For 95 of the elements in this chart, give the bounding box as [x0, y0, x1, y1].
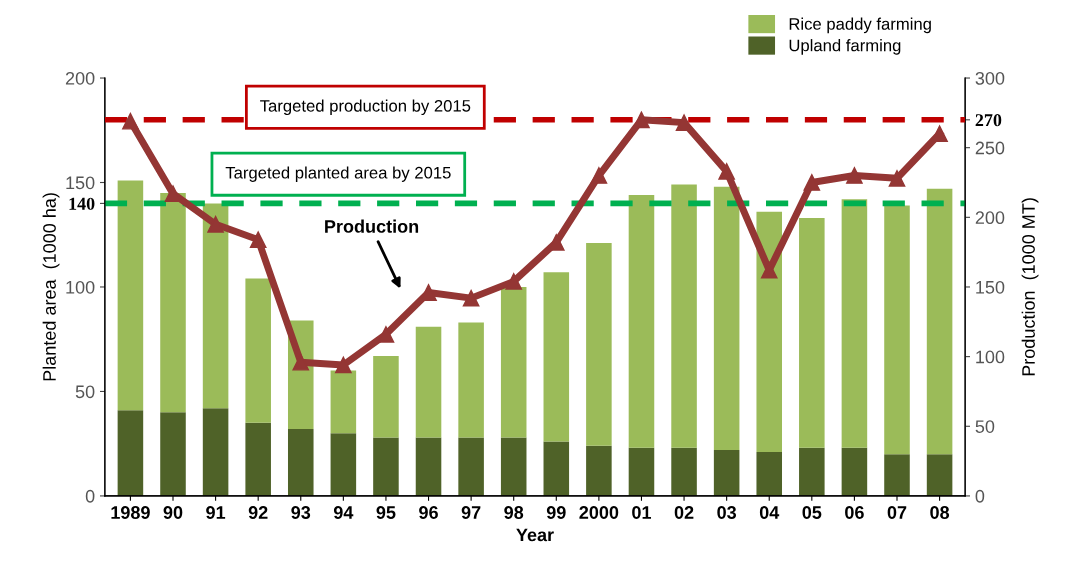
bar — [671, 447, 697, 496]
bar — [373, 437, 399, 496]
point — [846, 167, 863, 184]
y2-tick-label: 250 — [975, 141, 1005, 155]
bar — [245, 278, 271, 423]
bar — [926, 188, 953, 455]
y-tick-label: 0 — [85, 489, 95, 503]
bar — [160, 412, 186, 496]
point — [590, 167, 608, 184]
x-tick-label: 1989 — [111, 506, 150, 519]
bar — [543, 272, 570, 442]
x-tick-label: 95 — [376, 506, 396, 519]
bar — [330, 433, 357, 496]
bar — [628, 447, 655, 496]
x-tick-label: 93 — [291, 506, 311, 519]
bar — [500, 437, 527, 496]
bar — [543, 441, 570, 496]
x-tick-label: 92 — [248, 506, 268, 519]
bar — [415, 326, 442, 438]
y2-tick-label: 200 — [975, 211, 1005, 225]
point — [462, 289, 480, 307]
point — [888, 169, 906, 187]
bar — [884, 454, 910, 496]
bar — [926, 454, 953, 496]
bar — [713, 186, 740, 450]
point — [718, 163, 735, 180]
x-tick-label: 97 — [461, 506, 481, 519]
point — [249, 231, 267, 248]
point — [207, 215, 224, 233]
x-tick-label: 02 — [674, 506, 694, 519]
bar — [884, 205, 910, 455]
bar — [458, 322, 484, 438]
x-tick-label: 08 — [930, 506, 950, 519]
y-axis-title: Planted area (1000 ha) — [42, 193, 60, 381]
point — [803, 174, 821, 191]
bar — [756, 452, 783, 496]
bar — [287, 429, 314, 496]
y2-tick-label: 300 — [975, 71, 1005, 85]
x-tick-label: 2000 — [579, 506, 619, 519]
x-tick-label: 99 — [546, 506, 566, 519]
x-tick-label: 98 — [504, 506, 524, 519]
bar — [160, 192, 186, 413]
bar — [245, 422, 271, 496]
y2-tick-label: 100 — [976, 350, 1005, 364]
y2-tick-label: 0 — [975, 489, 985, 503]
y-tick-label: 50 — [75, 385, 95, 399]
bar — [458, 437, 484, 496]
y2-tick-label: 270 — [975, 114, 1002, 127]
bar — [117, 180, 144, 411]
x-tick-label: 03 — [717, 506, 737, 519]
x-tick-label: 07 — [887, 506, 907, 519]
bar — [799, 447, 825, 496]
bar — [500, 286, 527, 438]
ref-line-label: Targeted planted area by 2015 — [225, 166, 451, 182]
x-tick-label: 04 — [759, 506, 780, 519]
bar — [330, 370, 357, 434]
bar — [415, 437, 442, 496]
x-tick-label: 01 — [632, 506, 652, 519]
x-tick-label: 96 — [419, 506, 438, 519]
bar — [628, 195, 655, 448]
ref-line-label: Targeted production by 2015 — [260, 99, 471, 116]
point — [505, 273, 523, 290]
bar — [373, 355, 399, 438]
annotation: Production — [325, 219, 419, 233]
bar — [586, 445, 612, 496]
bar — [841, 199, 868, 448]
point — [335, 356, 352, 374]
bar — [202, 203, 229, 409]
bar — [756, 211, 783, 453]
point — [122, 112, 139, 130]
bar — [586, 243, 612, 446]
x-tick-label: 90 — [163, 506, 183, 519]
y-tick-label: 140 — [69, 197, 95, 210]
legend-label: Rice paddy farming — [789, 17, 931, 34]
bar — [713, 449, 740, 496]
y-tick-label: 150 — [66, 176, 95, 190]
bar — [117, 410, 144, 496]
bar — [671, 184, 697, 448]
bar — [841, 447, 868, 496]
x-tick-label: 06 — [845, 506, 864, 519]
x-tick-label: 91 — [206, 506, 226, 519]
y-tick-label: 200 — [65, 71, 95, 85]
bar — [799, 218, 825, 448]
y2-tick-label: 50 — [975, 420, 995, 433]
point — [760, 261, 778, 279]
legend-label: Upland farming — [789, 39, 901, 55]
x-tick-label: 05 — [802, 506, 822, 519]
y-tick-label: 100 — [66, 280, 95, 294]
x-tick-label: 94 — [333, 506, 354, 519]
point — [292, 353, 310, 371]
point — [633, 111, 650, 129]
y2-axis-title: Production (1000 MT) — [1021, 198, 1039, 376]
y2-tick-label: 150 — [976, 280, 1005, 294]
x-axis-title: Year — [516, 528, 554, 542]
bar — [202, 408, 229, 496]
